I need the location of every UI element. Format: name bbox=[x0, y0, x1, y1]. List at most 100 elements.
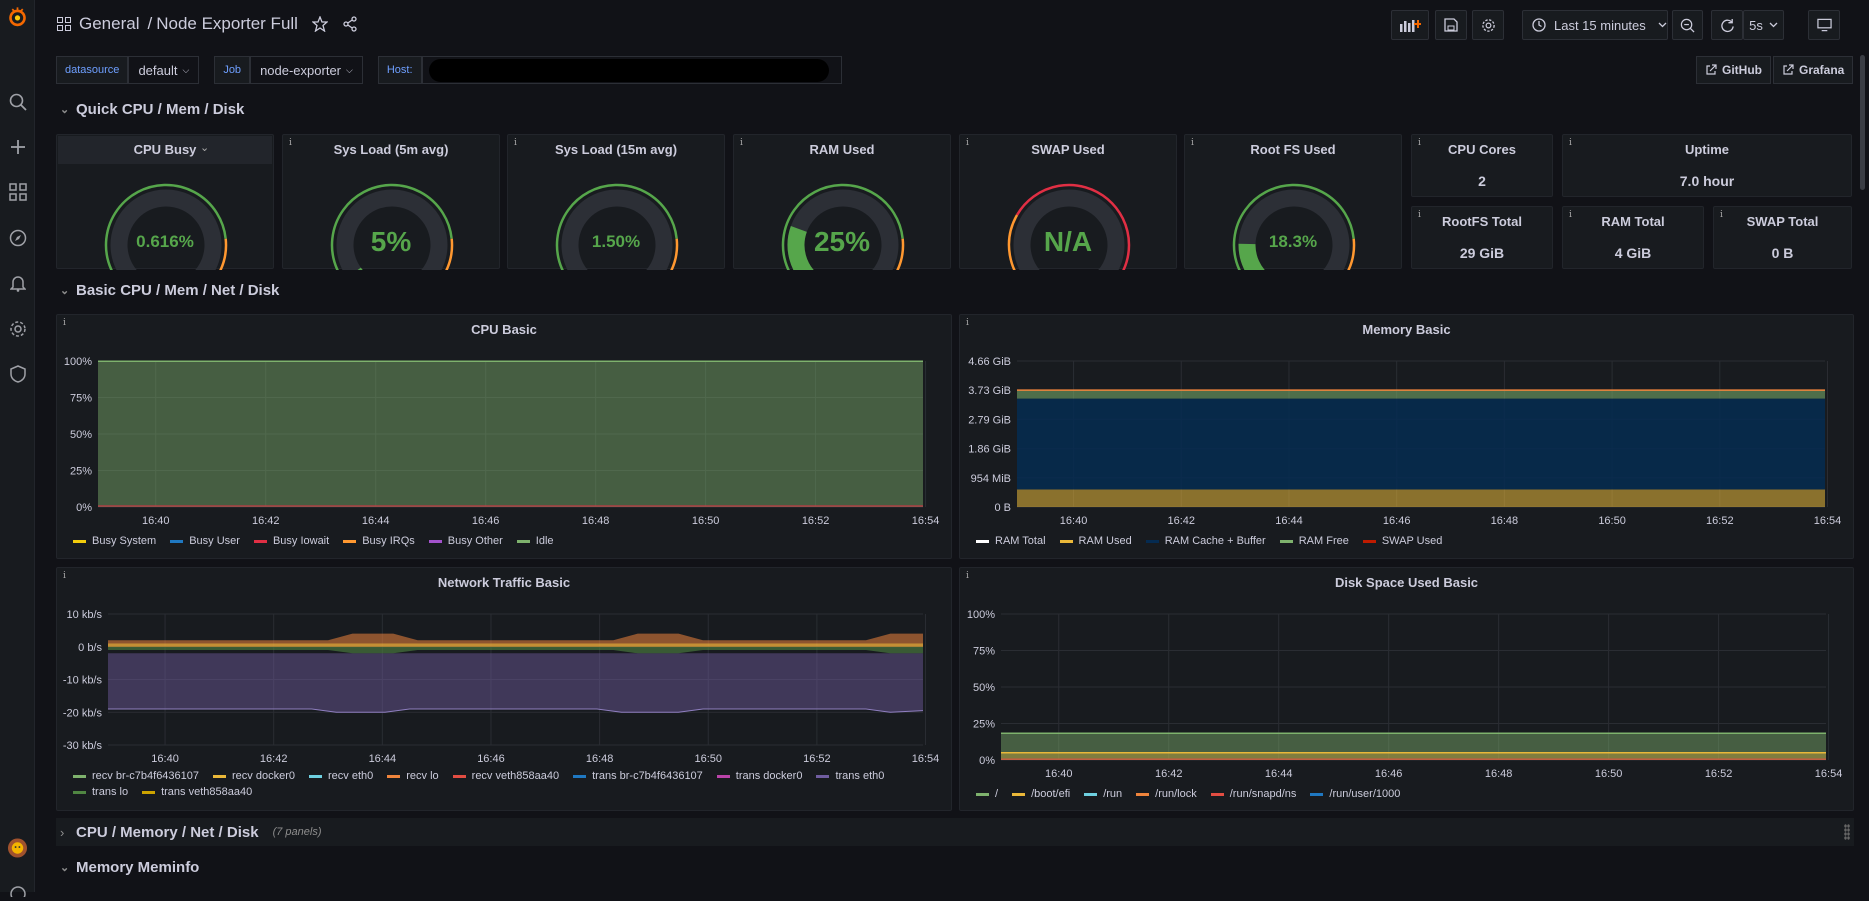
search-icon[interactable] bbox=[7, 91, 28, 112]
gauge-threshold bbox=[219, 238, 228, 270]
graph-panel-disk-space-used-basic[interactable]: i Disk Space Used Basic 0% 25% 50% 75% 100% 1… bbox=[959, 567, 1854, 811]
legend-item[interactable]: Busy System bbox=[73, 535, 156, 547]
graph-panel-memory-basic[interactable]: i Memory Basic 0 B 954 MiB 1.86 GiB 2.79 Gi… bbox=[959, 314, 1854, 559]
info-icon[interactable]: i bbox=[1191, 138, 1194, 148]
stat-panel-ram-total[interactable]: i RAM Total 4 GiB bbox=[1562, 206, 1704, 269]
dashboards-icon[interactable] bbox=[7, 181, 28, 202]
legend-item[interactable]: /run bbox=[1084, 788, 1122, 800]
row-memory-meminfo[interactable]: ⌄ Memory Meminfo bbox=[60, 859, 199, 876]
server-admin-shield-icon[interactable] bbox=[7, 363, 28, 384]
graph-panel-network-traffic-basic[interactable]: i Network Traffic Basic -30 kb/s -20 kb/s… bbox=[56, 567, 952, 811]
info-icon[interactable]: i bbox=[966, 571, 969, 581]
stat-panel-uptime[interactable]: i Uptime 7.0 hour bbox=[1562, 134, 1852, 197]
legend-item[interactable]: RAM Used bbox=[1059, 535, 1132, 547]
legend-item[interactable]: Idle bbox=[516, 535, 554, 547]
share-icon[interactable] bbox=[342, 16, 358, 32]
legend-item[interactable]: recv lo bbox=[387, 770, 439, 782]
chevron-down-icon[interactable]: ⌄ bbox=[200, 142, 210, 154]
legend-item[interactable]: recv docker0 bbox=[213, 770, 295, 782]
legend-item[interactable]: recv eth0 bbox=[309, 770, 373, 782]
grafana-logo-icon[interactable] bbox=[7, 6, 28, 27]
legend-item[interactable]: trans eth0 bbox=[816, 770, 884, 782]
star-icon[interactable] bbox=[311, 16, 328, 32]
row-cpu-memory-net-disk[interactable]: › CPU / Memory / Net / Disk (7 panels) bbox=[56, 818, 1854, 846]
stat-panel-swap-total[interactable]: i SWAP Total 0 B bbox=[1713, 206, 1852, 269]
info-icon[interactable]: i bbox=[966, 318, 969, 328]
x-tick-label: 16:40 bbox=[151, 753, 179, 765]
legend-item[interactable]: RAM Total bbox=[976, 535, 1046, 547]
datasource-select[interactable]: default ⌵ bbox=[128, 56, 200, 84]
legend-item[interactable]: recv veth858aa40 bbox=[452, 770, 559, 782]
legend-item[interactable]: Busy IRQs bbox=[343, 535, 415, 547]
info-icon[interactable]: i bbox=[514, 138, 517, 148]
grafana-link[interactable]: Grafana bbox=[1773, 56, 1854, 84]
legend-item[interactable]: Busy Iowait bbox=[253, 535, 329, 547]
info-icon[interactable]: i bbox=[740, 138, 743, 148]
info-icon[interactable]: i bbox=[1569, 138, 1572, 148]
x-tick-label: 16:42 bbox=[252, 515, 280, 527]
legend-item[interactable]: Busy User bbox=[170, 535, 240, 547]
row-basic-cpu-mem-net-disk[interactable]: ⌄ Basic CPU / Mem / Net / Disk bbox=[60, 282, 279, 299]
x-tick-label: 16:42 bbox=[1155, 768, 1183, 780]
time-range-picker[interactable]: Last 15 minutes bbox=[1522, 10, 1668, 40]
y-tick-label: 25% bbox=[973, 719, 995, 731]
legend-item[interactable]: /run/snapd/ns bbox=[1210, 788, 1297, 800]
help-icon[interactable] bbox=[7, 880, 28, 901]
page-scrollbar[interactable] bbox=[1860, 55, 1865, 190]
configuration-gear-icon[interactable] bbox=[7, 318, 28, 339]
info-icon[interactable]: i bbox=[63, 318, 66, 328]
tv-mode-button[interactable] bbox=[1808, 10, 1840, 40]
gauge-panel-sys-load-5m-avg[interactable]: i Sys Load (5m avg) 5% bbox=[282, 134, 500, 270]
dashboard-settings-button[interactable] bbox=[1472, 10, 1504, 40]
refresh-dashboard-button[interactable] bbox=[1711, 10, 1743, 40]
gauge-panel-ram-used[interactable]: i RAM Used 25% bbox=[733, 134, 951, 270]
dashboard-title[interactable]: Node Exporter Full bbox=[156, 14, 298, 33]
legend-item[interactable]: RAM Cache + Buffer bbox=[1145, 535, 1266, 547]
row-quick-cpu-mem-disk[interactable]: ⌄ Quick CPU / Mem / Disk bbox=[60, 101, 244, 118]
legend-label: /run/snapd/ns bbox=[1229, 788, 1297, 800]
legend-item[interactable]: recv br-c7b4f6436107 bbox=[73, 770, 199, 782]
gauge-panel-sys-load-15m-avg[interactable]: i Sys Load (15m avg) 1.50% bbox=[507, 134, 725, 270]
gauge-track bbox=[110, 189, 222, 270]
legend-item[interactable]: Busy Other bbox=[428, 535, 503, 547]
github-link[interactable]: GitHub bbox=[1696, 56, 1771, 84]
legend-item[interactable]: trans docker0 bbox=[716, 770, 802, 782]
legend-item[interactable]: / bbox=[976, 788, 998, 800]
legend-item[interactable]: trans br-c7b4f6436107 bbox=[573, 770, 703, 782]
stat-panel-rootfs-total[interactable]: i RootFS Total 29 GiB bbox=[1411, 206, 1553, 269]
add-panel-button[interactable] bbox=[1391, 10, 1429, 40]
legend-item[interactable]: trans lo bbox=[73, 786, 128, 798]
legend-item[interactable]: trans veth858aa40 bbox=[142, 786, 252, 798]
explore-compass-icon[interactable] bbox=[7, 227, 28, 248]
info-icon[interactable]: i bbox=[966, 138, 969, 148]
info-icon[interactable]: i bbox=[1418, 138, 1421, 148]
stat-panel-cpu-cores[interactable]: i CPU Cores 2 bbox=[1411, 134, 1553, 197]
drag-handle-icon[interactable] bbox=[1844, 824, 1850, 840]
info-icon[interactable]: i bbox=[1720, 210, 1723, 220]
info-icon[interactable]: i bbox=[1569, 210, 1572, 220]
graph-panel-cpu-basic[interactable]: i CPU Basic 0% 25% 50% 75% 100% 16:40 16:42 16:… bbox=[56, 314, 952, 559]
user-avatar-icon[interactable] bbox=[7, 837, 28, 858]
host-input[interactable] bbox=[421, 56, 842, 84]
refresh-interval-picker[interactable]: 5s bbox=[1743, 10, 1784, 40]
legend-item[interactable]: /run/user/1000 bbox=[1310, 788, 1400, 800]
y-tick-label: 50% bbox=[973, 682, 995, 694]
info-icon[interactable]: i bbox=[63, 571, 66, 581]
legend-item[interactable]: SWAP Used bbox=[1362, 535, 1442, 547]
legend-item[interactable]: /run/lock bbox=[1136, 788, 1197, 800]
info-icon[interactable]: i bbox=[289, 138, 292, 148]
legend-item[interactable]: /boot/efi bbox=[1012, 788, 1070, 800]
plus-icon[interactable] bbox=[7, 136, 28, 157]
breadcrumb-folder[interactable]: General bbox=[79, 14, 140, 33]
legend-item[interactable]: RAM Free bbox=[1279, 535, 1349, 547]
zoom-out-button[interactable] bbox=[1672, 10, 1703, 40]
info-icon[interactable]: i bbox=[1418, 210, 1421, 220]
gauge-panel-root-fs-used[interactable]: i Root FS Used 18.3% bbox=[1184, 134, 1402, 270]
gauge-panel-swap-used[interactable]: i SWAP Used N/A bbox=[959, 134, 1177, 270]
stat-value: 29 GiB bbox=[1459, 245, 1505, 261]
legend-label: /run/lock bbox=[1155, 788, 1197, 800]
job-select[interactable]: node-exporter ⌵ bbox=[250, 56, 363, 84]
save-dashboard-button[interactable] bbox=[1435, 10, 1467, 40]
alerting-bell-icon[interactable] bbox=[7, 272, 28, 293]
